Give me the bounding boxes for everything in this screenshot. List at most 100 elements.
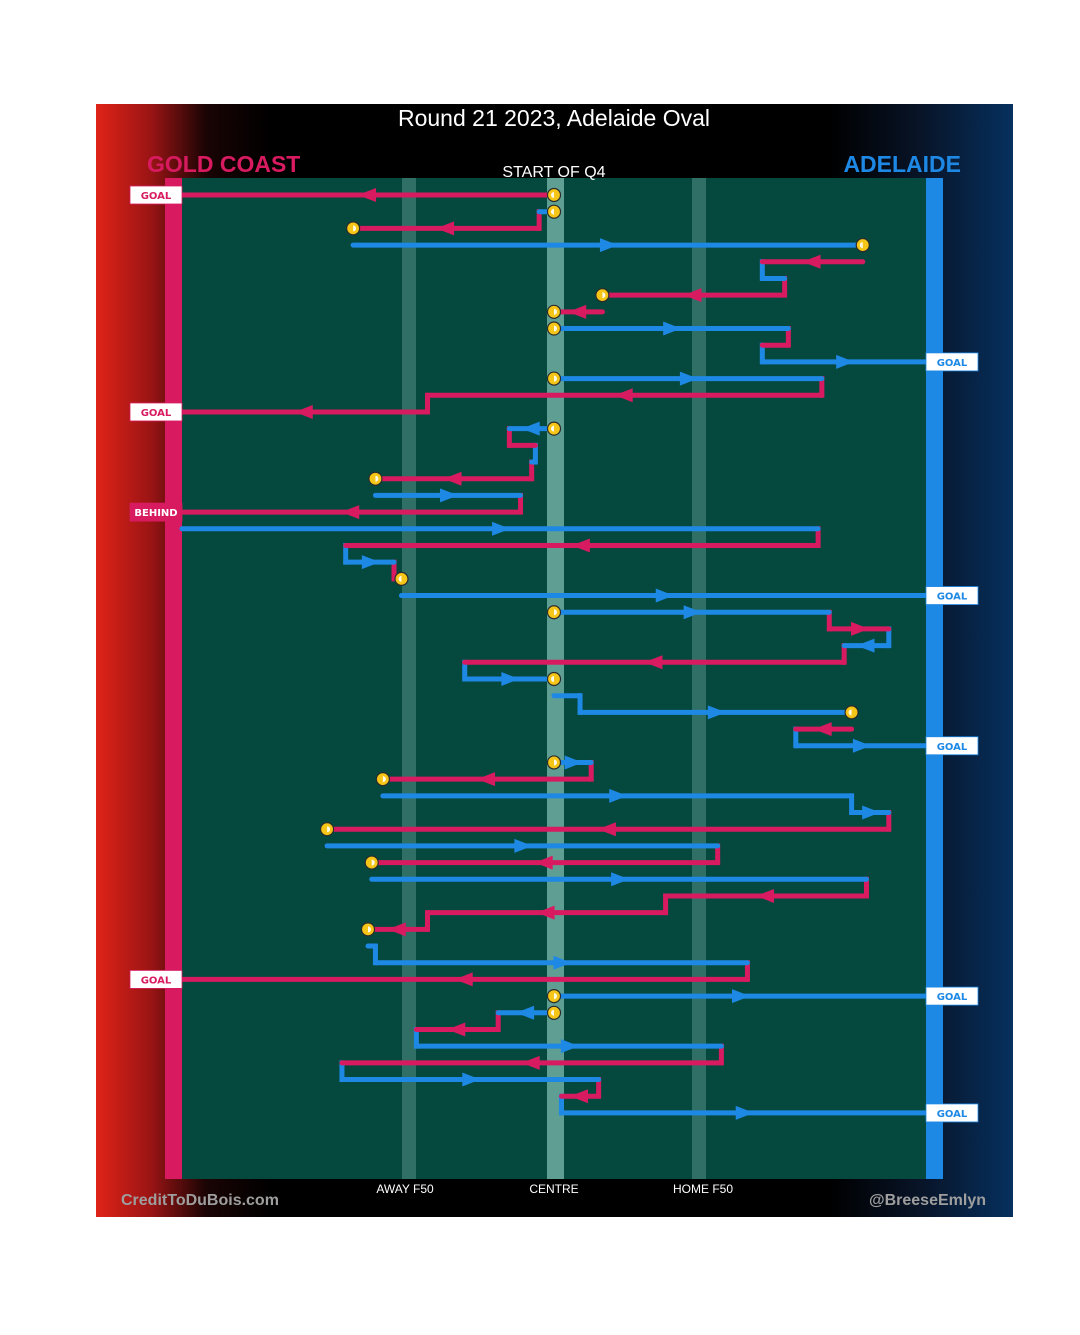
- direction-arrow: [802, 254, 821, 269]
- possession-marker: [546, 371, 562, 386]
- svg-text:GOAL: GOAL: [937, 992, 968, 1003]
- direction-arrow: [683, 288, 702, 303]
- direction-arrow: [439, 488, 458, 503]
- possession-marker: [394, 571, 409, 586]
- direction-arrow: [443, 471, 462, 486]
- score-label-goal: GOAL: [129, 402, 183, 422]
- score-label-behind: BEHIND: [129, 502, 183, 522]
- direction-arrow: [521, 421, 540, 436]
- credit-right: @BreeseEmlyn: [869, 1192, 986, 1209]
- quarter-label: START OF Q4: [502, 164, 605, 181]
- possession-marker: [546, 989, 562, 1004]
- direction-arrow: [732, 989, 750, 1004]
- svg-text:GOAL: GOAL: [937, 742, 968, 753]
- direction-arrow: [387, 922, 406, 937]
- direction-arrow: [852, 738, 871, 753]
- direction-arrow: [679, 371, 698, 386]
- direction-arrow: [611, 872, 630, 887]
- possession-marker: [546, 755, 562, 770]
- direction-arrow: [361, 555, 380, 570]
- direction-arrow: [707, 705, 726, 720]
- direction-arrow: [756, 888, 775, 903]
- score-label-goal: GOAL: [129, 970, 183, 989]
- direction-arrow: [663, 321, 682, 336]
- svg-text:GOAL: GOAL: [937, 592, 968, 603]
- possession-marker: [368, 471, 383, 486]
- direction-arrow: [568, 304, 587, 319]
- direction-arrow: [836, 354, 855, 369]
- direction-arrow: [599, 238, 618, 253]
- tick-label-home-f50: HOME F50: [673, 1182, 733, 1196]
- possession-marker: [546, 671, 562, 687]
- direction-arrow: [571, 538, 590, 553]
- direction-arrow: [655, 588, 674, 603]
- score-label-goal: GOAL: [925, 352, 979, 372]
- score-labels: GOAL GOAL GOAL BEHIND GOAL GOAL GOAL GOAL GOAL: [129, 185, 979, 1123]
- possession-marker: [855, 237, 870, 253]
- possession-marker: [546, 187, 562, 203]
- possession-marker: [546, 321, 562, 336]
- possession-marker: [546, 1005, 562, 1020]
- possession-marker: [346, 221, 361, 236]
- direction-arrow: [462, 1072, 481, 1087]
- direction-arrow: [501, 672, 520, 686]
- chart-title: Round 21 2023, Adelaide Oval: [398, 105, 710, 131]
- possession-marker: [364, 855, 379, 870]
- direction-arrow: [514, 838, 533, 853]
- score-label-goal: GOAL: [925, 1103, 979, 1123]
- direction-arrow: [492, 521, 511, 536]
- score-label-goal: GOAL: [925, 986, 979, 1006]
- score-label-goal: GOAL: [925, 586, 979, 605]
- direction-arrow: [683, 605, 702, 620]
- possession-marker: [546, 605, 562, 620]
- direction-arrow: [644, 655, 663, 670]
- direction-arrow: [521, 1055, 540, 1070]
- tick-label-away-f50: AWAY F50: [376, 1182, 434, 1196]
- possession-marker: [844, 705, 859, 720]
- credit-left: CreditToDuBois.com: [121, 1192, 279, 1209]
- adelaide-goal-post: [926, 178, 943, 1179]
- direction-arrow: [454, 972, 473, 987]
- direction-arrow: [735, 1105, 754, 1120]
- team-name-adelaide: ADELAIDE: [843, 151, 961, 177]
- direction-arrow: [516, 1005, 535, 1020]
- possession-marker: [546, 304, 562, 319]
- direction-arrow: [570, 1089, 589, 1104]
- direction-arrow: [294, 404, 313, 419]
- possession-marker: [595, 288, 610, 303]
- svg-text:GOAL: GOAL: [937, 1109, 968, 1120]
- direction-arrow: [553, 955, 572, 970]
- gold-coast-goal-post: [165, 178, 182, 1179]
- team-name-gold-coast: GOLD COAST: [147, 151, 300, 177]
- svg-text:GOAL: GOAL: [141, 975, 172, 986]
- direction-arrow: [862, 805, 881, 820]
- direction-arrow: [614, 388, 633, 403]
- direction-arrow: [597, 822, 616, 837]
- direction-arrow: [534, 855, 553, 870]
- direction-arrow: [358, 188, 376, 202]
- direction-arrow: [564, 755, 583, 770]
- svg-text:GOAL: GOAL: [141, 191, 172, 202]
- direction-arrow: [560, 1039, 579, 1054]
- direction-arrow: [536, 905, 555, 920]
- possession-marker: [546, 421, 562, 436]
- tick-label-centre: CENTRE: [529, 1182, 578, 1196]
- score-label-goal: GOAL: [925, 736, 979, 756]
- direction-arrow: [436, 221, 455, 236]
- score-label-goal: GOAL: [129, 185, 183, 205]
- direction-arrow: [477, 772, 496, 787]
- svg-text:GOAL: GOAL: [937, 358, 968, 369]
- possession-marker: [546, 204, 562, 219]
- direction-arrow: [856, 638, 875, 653]
- svg-text:BEHIND: BEHIND: [134, 508, 177, 519]
- possession-marker: [319, 822, 335, 837]
- direction-arrow: [341, 505, 360, 520]
- direction-arrow: [609, 788, 628, 803]
- possession-marker: [360, 922, 376, 937]
- home-f50-zone-line: [692, 178, 706, 1179]
- possession-marker: [375, 772, 390, 787]
- direction-arrow: [851, 621, 870, 636]
- direction-arrow: [813, 722, 832, 737]
- svg-text:GOAL: GOAL: [141, 408, 172, 419]
